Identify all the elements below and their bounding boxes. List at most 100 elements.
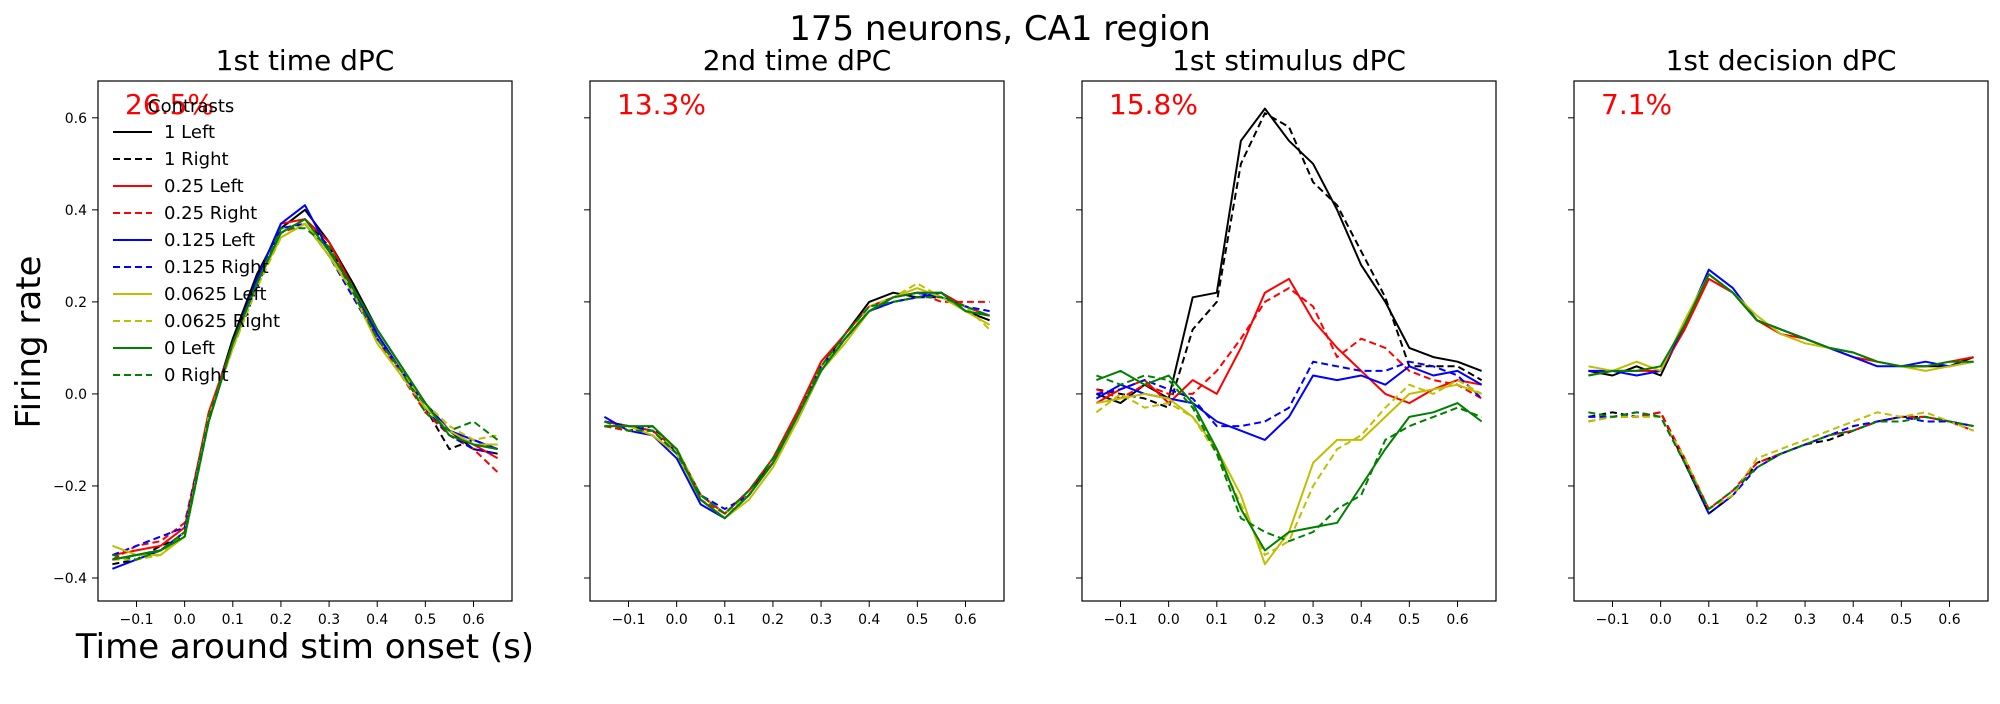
series-line-0-left [1588,273,1974,377]
panels: −0.1 0.0 0.1 0.2 0.3 0.4 0.5 0.6 −0.4 −0.2 0.0 0.2 0… [53,44,1989,628]
panel-3: −0.1 0.0 0.1 0.2 0.3 0.4 0.5 0.6 1st stimulus dP… [1076,44,1497,628]
y-tick-label: −0.2 [53,479,87,495]
x-tick-label: 0.2 [270,612,292,628]
series-line-0.0625-left [1588,273,1974,372]
legend-label: 0.0625 Left [164,284,267,305]
legend-entry: 0 Left [113,338,215,359]
series-line-1-left [604,291,990,515]
legend-title: Contrasts [148,96,234,117]
series-line-0.125-right [1588,411,1974,515]
series-line-0-right [604,296,990,515]
legend-entry: 0.125 Right [113,257,269,278]
series-line-0.25-right [1588,411,1974,510]
x-tick-label: 0.2 [1746,612,1768,628]
legend-entry: 0.0625 Left [113,284,267,305]
x-tick-label: 0.2 [1254,612,1276,628]
y-tick-label: 0.2 [65,295,87,311]
legend-label: 1 Right [164,149,229,170]
series-line-0.125-left [603,291,990,520]
series-line-1-left [1096,107,1482,405]
x-tick-label: 0.0 [1650,612,1672,628]
x-tick-label: 0.0 [174,612,196,628]
explained-variance-label: 7.1% [1601,88,1672,121]
series-line-0-left [112,218,498,561]
series-line-0-right [1588,411,1974,510]
y-tick-label: 0.4 [65,203,87,219]
series-group [1588,268,1974,515]
x-tick-label: 0.6 [954,612,976,628]
x-tick-label: 0.4 [366,612,388,628]
x-tick-label: 0.1 [222,612,244,628]
legend-label: 0.0625 Right [164,311,280,332]
series-line-0.25-left [1095,277,1482,405]
legend: Contrasts 1 Left 1 Right 0.25 Left 0.25 Righ… [113,96,280,386]
legend-label: 0.125 Right [164,257,269,278]
legend-entry: 0 Right [113,365,229,386]
panel-title: 2nd time dPC [703,44,892,77]
legend-label: 1 Left [164,122,215,143]
y-tick-label: 0.0 [65,387,87,403]
series-line-0.25-right [604,291,990,515]
series-line-0.0625-right [1588,411,1974,510]
x-tick-label: 0.5 [1398,612,1420,628]
axes-frame [97,80,513,602]
series-line-0.0625-left [1096,383,1482,566]
series-line-0.125-right [112,222,498,556]
legend-entry: 1 Right [113,149,229,170]
panel-title: 1st stimulus dPC [1172,44,1406,77]
panel-title: 1st time dPC [216,44,395,77]
x-tick-label: 0.6 [1938,612,1960,628]
explained-variance-label: 26.5% [125,88,214,121]
explained-variance-label: 15.8% [1109,88,1198,121]
series-line-0.25-right [111,222,499,561]
series-line-0.125-left [1588,268,1974,377]
x-tick-label: 0.5 [414,612,436,628]
x-axis-label: Time around stim onset (s) [75,627,534,667]
series-line-1-right [1096,112,1483,409]
series-line-0-left [1096,369,1483,552]
x-tick-label: 0.4 [858,612,880,628]
legend-entry: 0.25 Right [113,203,257,224]
y-tick-label: −0.4 [53,571,87,587]
x-tick-label: 0.1 [1206,612,1228,628]
y-axis-label: Firing rate [9,256,49,429]
legend-label: 0 Left [164,338,215,359]
x-tick-label: −0.1 [1104,612,1138,628]
legend-entry: 1 Left [113,122,215,143]
x-tick-label: 0.0 [1158,612,1180,628]
legend-entry: 0.125 Left [113,230,255,251]
x-tick-label: −0.1 [612,612,646,628]
series-group [111,204,499,570]
series-line-1-right [604,296,990,520]
x-tick-label: 0.5 [906,612,928,628]
series-line-1-left [1588,273,1974,377]
x-tick-label: −0.1 [120,612,154,628]
series-line-0.125-right [604,291,990,510]
legend-label: 0.25 Right [164,203,257,224]
legend-label: 0 Right [164,365,229,386]
panel-title: 1st decision dPC [1666,44,1897,77]
series-line-1-right [1588,411,1974,515]
x-tick-label: 0.2 [762,612,784,628]
x-tick-label: 0.6 [462,612,484,628]
x-tick-label: 0.4 [1842,612,1864,628]
x-tick-label: 0.5 [1890,612,1912,628]
axes-frame [589,80,1005,602]
y-tick-label: 0.6 [65,111,87,127]
series-line-0-right [112,227,499,561]
panel-2: −0.1 0.0 0.1 0.2 0.3 0.4 0.5 0.6 2nd time dPC 13.… [584,44,1005,628]
explained-variance-label: 13.3% [617,88,706,121]
series-line-0-left [604,291,990,520]
series-line-0.25-right [1096,287,1483,400]
series-line-0.125-right [1096,360,1483,428]
panel-1: −0.1 0.0 0.1 0.2 0.3 0.4 0.5 0.6 −0.4 −0.2 0.0 0.2 0… [53,44,513,628]
series-line-0.25-left [1588,277,1974,377]
series-line-0.0625-left [604,287,991,520]
x-tick-label: 0.4 [1350,612,1372,628]
x-tick-label: 0.1 [714,612,736,628]
x-tick-label: 0.3 [1794,612,1816,628]
x-tick-label: −0.1 [1596,612,1630,628]
x-tick-label: 0.0 [666,612,688,628]
figure-suptitle: 175 neurons, CA1 region [789,9,1211,49]
